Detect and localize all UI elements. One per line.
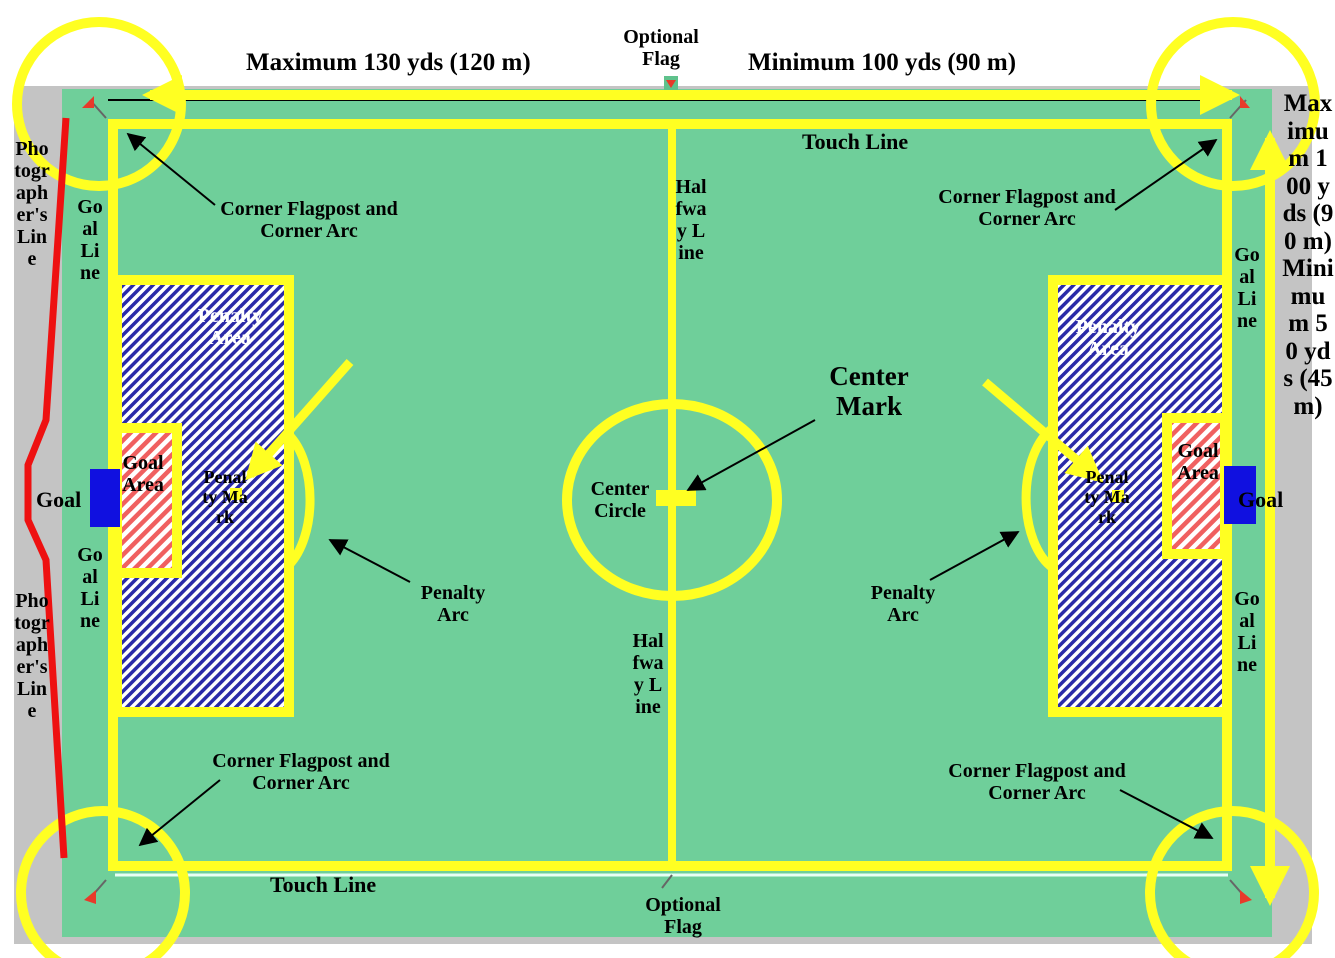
arrow-corner-bl xyxy=(138,779,221,847)
penalty-arc-label-right: Penalty Arc xyxy=(870,582,936,626)
min-length-label: Minimum 100 yds (90 m) xyxy=(748,49,1017,76)
arrow-corner-tr xyxy=(1114,138,1218,211)
center-circle-line xyxy=(562,399,782,601)
penalty-mark-left xyxy=(230,488,242,500)
goal-label-left: Goal xyxy=(36,487,82,512)
center-mark xyxy=(656,490,696,506)
goal-line-label-right-top: Goal Line xyxy=(1234,244,1260,332)
corner-flag-icon-br xyxy=(1229,879,1252,904)
penalty-arc-right xyxy=(1021,424,1056,572)
corner-label-tl: Corner Flagpost and Corner Arc xyxy=(220,198,398,242)
goal-left xyxy=(90,469,120,527)
optional-flag-icon-top xyxy=(664,76,678,90)
goal-area-left xyxy=(120,430,176,570)
corner-flag-icon-tl xyxy=(82,96,107,119)
penalty-area-label-left: Penalty Area xyxy=(197,305,263,349)
arrow-penalty-arc-right xyxy=(929,531,1020,581)
penalty-arc-left xyxy=(285,431,315,569)
corner-highlight-br xyxy=(1145,806,1319,958)
penalty-mark-right xyxy=(1112,490,1124,502)
goal-line-label-right-bottom: Goal Line xyxy=(1234,588,1260,676)
goal-line-label-left-bottom: Goal Line xyxy=(77,544,103,632)
touch-line-label-bottom: Touch Line xyxy=(270,872,377,897)
photographers-line xyxy=(24,117,70,859)
optional-flag-icon-bottom xyxy=(661,874,673,889)
goal-label-right: Goal xyxy=(1238,487,1284,512)
photographers-line-label-top: Photographer's Line xyxy=(14,138,50,270)
goal-line-label-left-top: Goal Line xyxy=(77,196,103,284)
optional-flag-label-bottom: Optional Flag xyxy=(645,894,721,938)
arrow-corner-tl xyxy=(126,132,216,206)
photographers-line-label-bottom: Photographer's Line xyxy=(14,590,50,722)
arrow-corner-br xyxy=(1119,789,1214,839)
corner-label-br: Corner Flagpost and Corner Arc xyxy=(948,760,1126,804)
corner-highlight-bl xyxy=(16,806,190,958)
center-mark-label: Center Mark xyxy=(829,361,909,421)
max-length-label: Maximum 130 yds (120 m) xyxy=(246,49,531,76)
penalty-mark-label-left: Penalty Mark xyxy=(202,467,248,527)
arrow-center-mark xyxy=(686,419,816,491)
touch-line-label-top: Touch Line xyxy=(802,129,909,154)
penalty-area-label-right: Penalty Area xyxy=(1075,316,1141,360)
penalty-arc-label-left: Penalty Arc xyxy=(420,582,486,626)
pointer-arrow-penalty-left xyxy=(245,359,354,481)
halfway-line-label-bottom: Halfway Line xyxy=(632,630,664,718)
arrow-penalty-arc-left xyxy=(328,539,411,583)
optional-flag-label-top: Optional Flag xyxy=(623,26,699,70)
goal-area-right xyxy=(1172,420,1224,550)
corner-label-bl: Corner Flagpost and Corner Arc xyxy=(212,750,390,794)
penalty-mark-label-right: Penalty Mark xyxy=(1084,467,1130,527)
center-circle-label: Center Circle xyxy=(590,478,650,522)
width-label: Maximum 100 yds (90 m) Minimum 50 yds (4… xyxy=(1282,90,1334,420)
goal-area-label-right: Goal Area xyxy=(1177,440,1219,484)
pointer-arrow-penalty-right xyxy=(982,378,1104,483)
halfway-line-label-top: Halfway Line xyxy=(675,176,707,264)
goal-area-label-left: Goal Area xyxy=(122,452,164,496)
corner-label-tr: Corner Flagpost and Corner Arc xyxy=(938,186,1116,230)
corner-flag-icon-bl xyxy=(84,879,107,904)
